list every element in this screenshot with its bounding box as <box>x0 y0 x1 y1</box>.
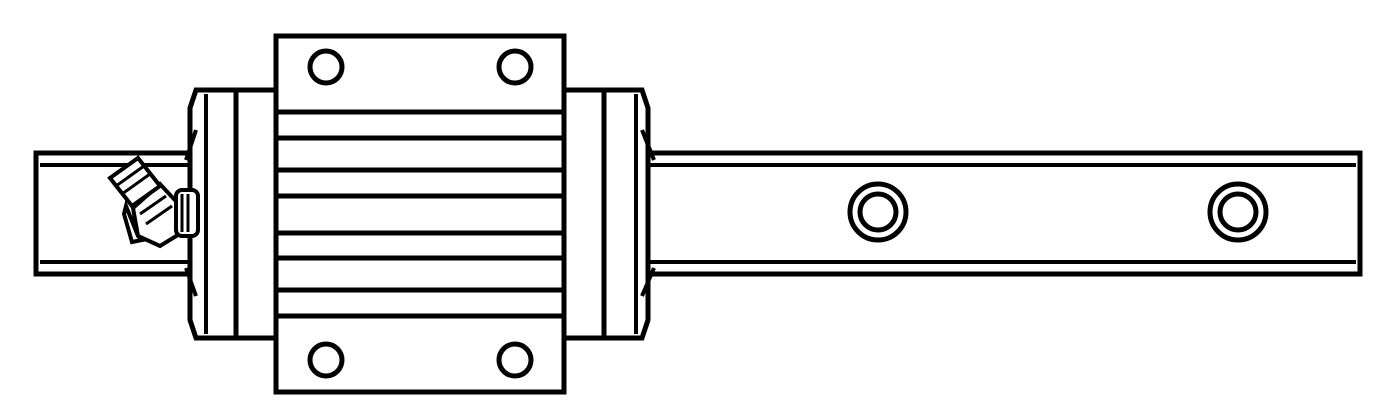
right-seal-chamfer <box>640 267 656 297</box>
grease-fitting-ridge <box>139 194 167 216</box>
rail-hole-1 <box>847 181 909 243</box>
grease-fitting <box>107 155 200 249</box>
grease-fitting-ridge <box>145 204 173 226</box>
counterbore-inner <box>857 191 899 233</box>
grease-fitting-ridge <box>115 164 145 188</box>
left-seal-chamfer <box>184 267 198 297</box>
carriage-mounting-holes <box>307 48 534 379</box>
carriage-hole-bottom-left <box>307 341 345 379</box>
rail-mounting-holes <box>847 181 1269 243</box>
right-seal-chamfer <box>640 129 656 161</box>
carriage-hole-top-right <box>496 48 534 86</box>
counterbore-inner <box>1217 191 1259 233</box>
left-seal-chamfer <box>184 129 198 161</box>
carriage-body <box>273 33 567 395</box>
carriage-hole-bottom-right <box>496 341 534 379</box>
carriage-hole-top-left <box>307 48 345 86</box>
guide-rail <box>33 150 1363 277</box>
grease-fitting-nozzle <box>107 155 163 209</box>
grease-fitting-ridge <box>121 172 151 196</box>
grease-fitting-stem <box>121 199 147 245</box>
carriage-block <box>273 33 567 395</box>
rail-hole-2 <box>1207 181 1269 243</box>
